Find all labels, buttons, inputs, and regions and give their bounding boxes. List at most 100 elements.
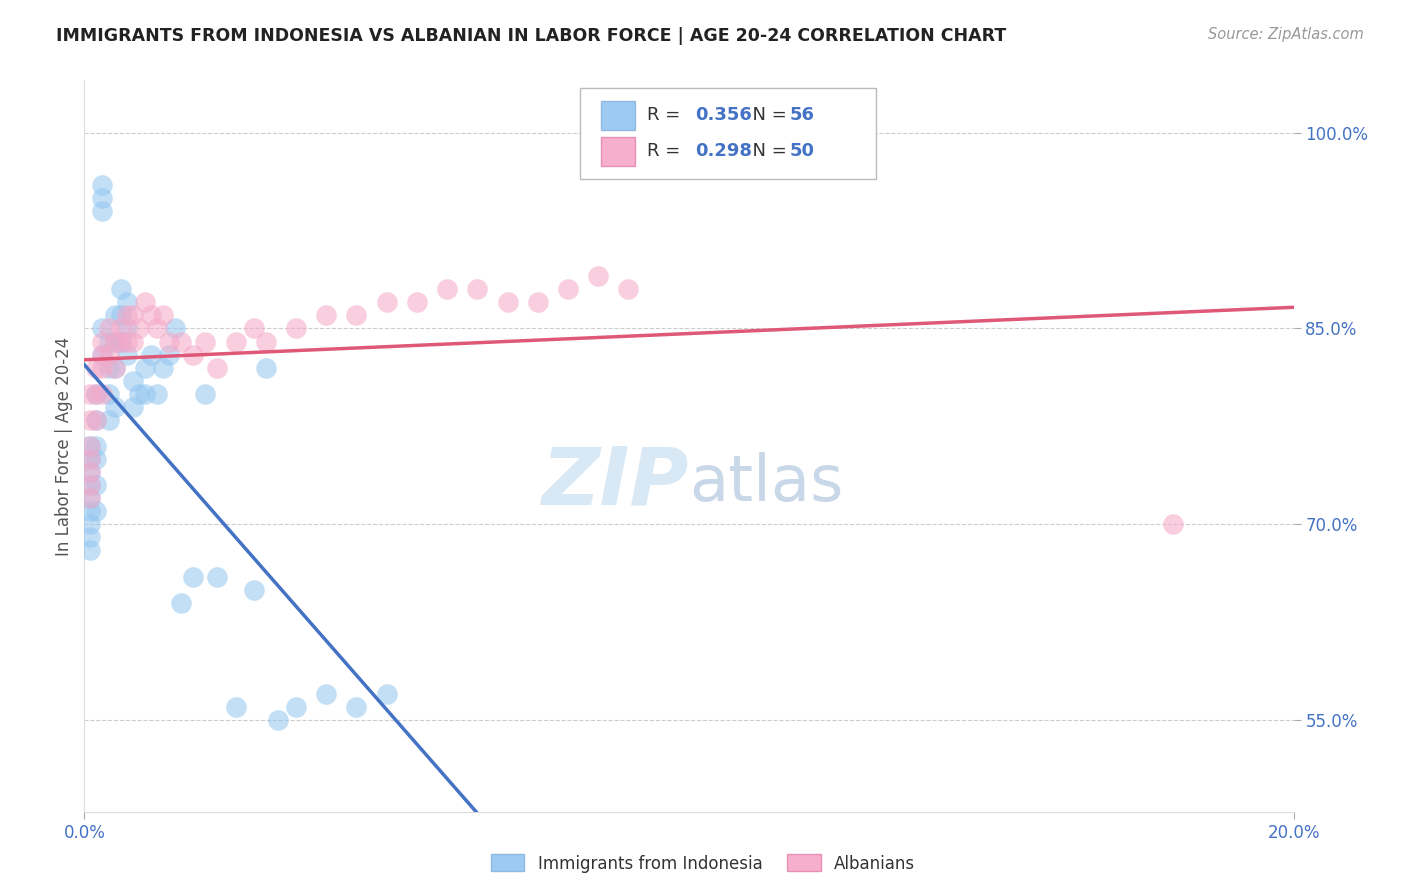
Point — [557, 282, 579, 296]
Point — [1161, 517, 1184, 532]
Text: N =: N = — [741, 106, 793, 124]
Point — [79, 439, 101, 453]
Point — [97, 321, 120, 335]
FancyBboxPatch shape — [600, 101, 634, 130]
Point — [254, 360, 277, 375]
Point — [97, 334, 120, 349]
Point — [79, 413, 101, 427]
Point — [86, 360, 108, 375]
FancyBboxPatch shape — [600, 136, 634, 166]
Point — [97, 360, 120, 375]
Point — [79, 386, 101, 401]
Point — [134, 360, 156, 375]
Point — [181, 348, 204, 362]
Text: Source: ZipAtlas.com: Source: ZipAtlas.com — [1208, 27, 1364, 42]
Point — [79, 491, 101, 506]
Point — [104, 334, 127, 349]
Point — [375, 687, 398, 701]
Point — [115, 309, 138, 323]
Point — [97, 348, 120, 362]
Point — [104, 360, 127, 375]
Point — [115, 348, 138, 362]
Point — [86, 504, 108, 518]
Point — [194, 334, 217, 349]
Point — [139, 309, 162, 323]
Point — [406, 295, 429, 310]
Point — [121, 374, 143, 388]
Text: 50: 50 — [789, 142, 814, 161]
Text: 56: 56 — [789, 106, 814, 124]
Point — [242, 321, 264, 335]
Point — [86, 478, 108, 492]
Point — [79, 478, 101, 492]
Text: ZIP: ZIP — [541, 443, 689, 522]
Point — [91, 386, 114, 401]
Point — [207, 569, 229, 583]
Point — [110, 282, 132, 296]
Point — [194, 386, 217, 401]
Point — [285, 321, 308, 335]
Point — [79, 491, 101, 506]
Point — [346, 700, 368, 714]
Point — [97, 413, 120, 427]
Point — [152, 360, 174, 375]
Point — [91, 360, 114, 375]
Point — [79, 452, 101, 467]
Text: 0.356: 0.356 — [695, 106, 752, 124]
Point — [467, 282, 489, 296]
Point — [128, 386, 150, 401]
Point — [79, 465, 101, 479]
Point — [346, 309, 368, 323]
Point — [79, 543, 101, 558]
Point — [146, 321, 169, 335]
Y-axis label: In Labor Force | Age 20-24: In Labor Force | Age 20-24 — [55, 336, 73, 556]
Point — [157, 334, 180, 349]
Point — [115, 321, 138, 335]
Point — [254, 334, 277, 349]
Point — [79, 517, 101, 532]
Point — [225, 334, 247, 349]
Point — [121, 400, 143, 414]
Point — [134, 386, 156, 401]
Point — [79, 452, 101, 467]
Point — [110, 334, 132, 349]
Point — [79, 478, 101, 492]
Point — [128, 321, 150, 335]
Text: R =: R = — [647, 106, 686, 124]
Point — [225, 700, 247, 714]
Point — [86, 413, 108, 427]
Point — [315, 687, 337, 701]
Point — [170, 334, 193, 349]
Point — [91, 348, 114, 362]
Point — [115, 295, 138, 310]
Point — [181, 569, 204, 583]
Text: IMMIGRANTS FROM INDONESIA VS ALBANIAN IN LABOR FORCE | AGE 20-24 CORRELATION CHA: IMMIGRANTS FROM INDONESIA VS ALBANIAN IN… — [56, 27, 1007, 45]
Point — [91, 203, 114, 218]
Point — [79, 530, 101, 544]
Point — [121, 334, 143, 349]
Point — [285, 700, 308, 714]
Point — [315, 309, 337, 323]
Point — [436, 282, 458, 296]
Point — [79, 465, 101, 479]
Point — [134, 295, 156, 310]
Point — [139, 348, 162, 362]
Point — [104, 360, 127, 375]
Point — [207, 360, 229, 375]
Point — [496, 295, 519, 310]
Point — [91, 321, 114, 335]
FancyBboxPatch shape — [581, 87, 876, 179]
Point — [91, 178, 114, 192]
Point — [242, 582, 264, 597]
Point — [588, 269, 610, 284]
Point — [527, 295, 550, 310]
Point — [121, 309, 143, 323]
Point — [104, 309, 127, 323]
Point — [152, 309, 174, 323]
Point — [86, 386, 108, 401]
Point — [91, 334, 114, 349]
Point — [86, 386, 108, 401]
Point — [86, 439, 108, 453]
Text: R =: R = — [647, 142, 686, 161]
Text: N =: N = — [741, 142, 793, 161]
